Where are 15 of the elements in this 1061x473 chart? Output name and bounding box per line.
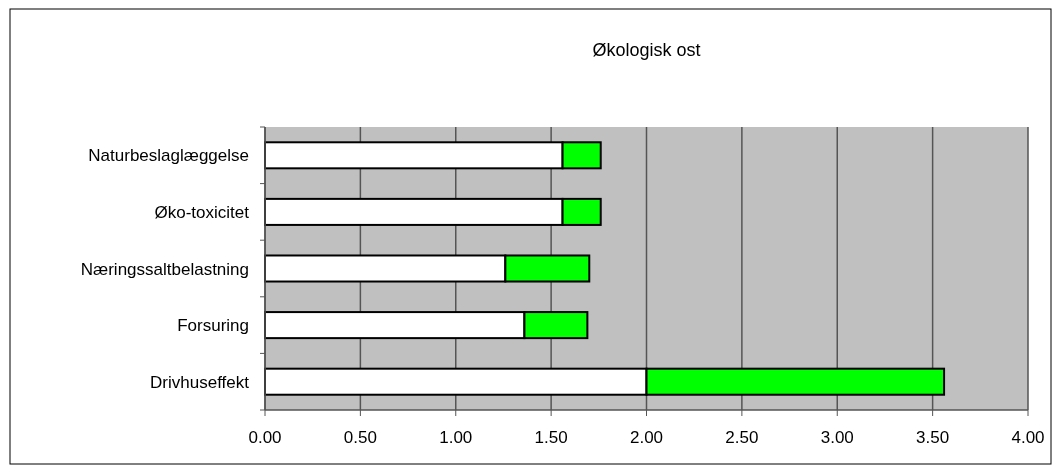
y-tick-label: Naturbeslaglæggelse: [88, 146, 249, 166]
x-tick-label: 3.00: [820, 428, 854, 447]
x-tick-label: 2.00: [629, 428, 664, 447]
x-tick-label: 1.50: [534, 428, 568, 447]
x-tick-label: 0.00: [248, 428, 282, 447]
x-tick-label: 1.00: [439, 428, 473, 447]
x-tick-label: 0.50: [343, 428, 377, 447]
y-tick-label: Næringssaltbelastning: [80, 259, 249, 279]
y-tick-label: Øko-toxicitet: [154, 202, 250, 222]
y-tick-label: Forsuring: [177, 316, 249, 336]
x-tick-label: 2.50: [725, 428, 759, 447]
x-tick-label: 3.50: [916, 428, 950, 447]
x-tick-label: 4.00: [1011, 428, 1045, 447]
chart-title: Økologisk ost: [592, 40, 701, 60]
y-tick-label: Drivhuseffekt: [150, 372, 250, 392]
